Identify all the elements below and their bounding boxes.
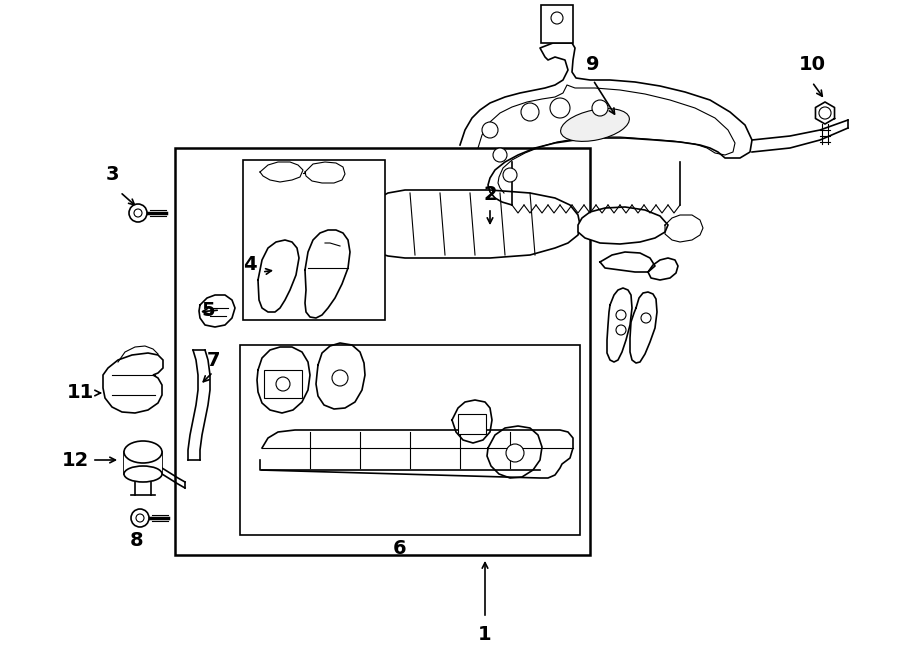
Circle shape: [641, 313, 651, 323]
Circle shape: [136, 514, 144, 522]
Text: 2: 2: [483, 186, 497, 204]
Circle shape: [493, 148, 507, 162]
Circle shape: [819, 107, 831, 119]
Bar: [124, 452, 162, 474]
Text: 1: 1: [478, 625, 491, 644]
Ellipse shape: [124, 466, 162, 482]
Text: 4: 4: [243, 256, 256, 274]
Bar: [243, 160, 385, 320]
Circle shape: [521, 103, 539, 121]
Circle shape: [616, 325, 626, 335]
Circle shape: [332, 370, 348, 386]
Text: 11: 11: [67, 383, 94, 403]
Ellipse shape: [124, 441, 162, 463]
Bar: [458, 414, 486, 434]
Circle shape: [551, 12, 563, 24]
Polygon shape: [578, 207, 668, 244]
Circle shape: [276, 377, 290, 391]
Text: 8: 8: [130, 531, 144, 549]
Circle shape: [129, 204, 147, 222]
Text: 9: 9: [586, 56, 599, 75]
Polygon shape: [357, 190, 580, 258]
Circle shape: [592, 100, 608, 116]
Circle shape: [482, 122, 498, 138]
Circle shape: [550, 98, 570, 118]
Bar: [264, 370, 302, 398]
Circle shape: [503, 168, 517, 182]
Bar: [541, 5, 573, 43]
Ellipse shape: [561, 108, 629, 141]
Text: 5: 5: [202, 301, 215, 319]
Circle shape: [506, 444, 524, 462]
Text: 12: 12: [61, 451, 88, 469]
Text: 3: 3: [105, 165, 119, 184]
Text: 7: 7: [206, 350, 220, 369]
Bar: [175, 148, 590, 555]
Circle shape: [131, 509, 149, 527]
Text: 6: 6: [393, 539, 407, 557]
Circle shape: [134, 209, 142, 217]
Polygon shape: [103, 353, 163, 413]
Bar: [240, 345, 580, 535]
Circle shape: [616, 310, 626, 320]
Text: 10: 10: [798, 56, 825, 75]
